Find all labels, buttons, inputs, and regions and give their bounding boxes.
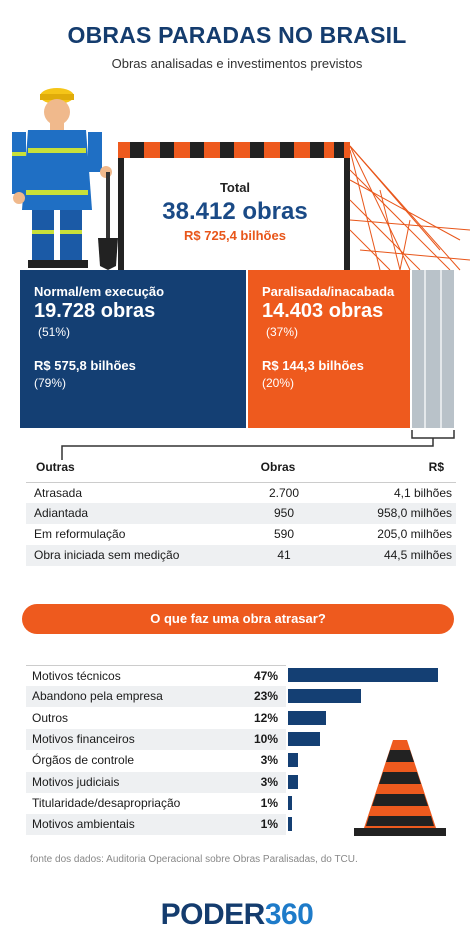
worker-icon: [12, 88, 112, 268]
shovel-icon: [98, 172, 118, 270]
chart-bar: [288, 795, 292, 810]
normal-value: R$ 575,8 bilhões: [34, 358, 136, 373]
chart-row: Motivos técnicos 47%: [26, 665, 286, 686]
row-obras: 950: [273, 506, 295, 520]
chart-category-label: Motivos judiciais: [32, 774, 120, 789]
row-label: Atrasada: [34, 486, 83, 500]
table-row: Em reformulação 590 205,0 milhões: [26, 524, 456, 545]
row-value: 205,0 milhões: [377, 527, 452, 541]
net-icon: [349, 145, 471, 271]
chart-category-label: Motivos financeiros: [32, 731, 135, 746]
row-obras: 2.700: [268, 486, 300, 500]
page-title: OBRAS PARADAS NO BRASIL: [67, 22, 407, 48]
row-label: Adiantada: [34, 506, 89, 520]
chart-bar: [288, 689, 362, 704]
total-label: Total: [219, 180, 251, 195]
chart-row: Outros 12%: [26, 708, 286, 729]
outras-block: [412, 270, 454, 428]
table-header-obras: Obras: [260, 460, 296, 474]
source-note: fonte dos dados: Auditoria Operacional s…: [30, 854, 358, 865]
normal-obras: 19.728 obras: [34, 300, 156, 322]
chart-category-label: Titularidade/desapropriação: [32, 795, 181, 810]
total-value: R$ 725,4 bilhões: [184, 228, 286, 243]
chart-value-label: 10%: [253, 731, 278, 746]
chart-value-label: 1%: [260, 795, 278, 810]
parada-pct: (37%): [266, 325, 299, 339]
chart-bar: [288, 753, 298, 768]
parada-block: Paralisada/inacabada 14.403 obras (37%) …: [248, 270, 410, 428]
bracket-connector: [61, 430, 455, 460]
poder360-logo: PODER360: [0, 898, 474, 932]
chart-category-label: Motivos ambientais: [32, 817, 135, 832]
chart-bar: [288, 731, 320, 746]
chart-value-label: 23%: [253, 689, 278, 704]
chart-value-label: 12%: [253, 710, 278, 725]
chart-bar: [288, 710, 327, 725]
worker-barrier-illustration: [12, 88, 471, 271]
chart-row: Abandono pela empresa 23%: [26, 686, 286, 708]
table-row: Atrasada 2.700 4,1 bilhões: [26, 482, 456, 503]
chart-value-label: 1%: [260, 817, 278, 832]
chart-category-label: Abandono pela empresa: [32, 689, 163, 704]
logo-part2: 360: [264, 898, 314, 931]
chart-row: Órgãos de controle 3%: [26, 750, 286, 771]
barrier-icon: [118, 142, 350, 270]
normal-block: Normal/em execução 19.728 obras (51%) R$…: [20, 270, 246, 428]
row-obras: 41: [277, 548, 291, 562]
table-header-rs: R$: [428, 460, 444, 474]
row-value: 958,0 milhões: [377, 506, 452, 520]
row-obras: 590: [273, 527, 295, 541]
chart-bar: [288, 668, 438, 682]
table-row: Obra iniciada sem medição 41 44,5 milhõe…: [26, 545, 456, 566]
chart-row: Titularidade/desapropriação 1%: [26, 793, 286, 814]
parada-obras: 14.403 obras: [262, 300, 384, 322]
row-label: Obra iniciada sem medição: [34, 548, 180, 562]
chart-value-label: 47%: [253, 669, 278, 683]
chart-row: Motivos ambientais 1%: [26, 814, 286, 836]
chart-category-label: Outros: [32, 710, 69, 725]
logo-part1: PODER: [160, 898, 266, 931]
traffic-cone-icon: [354, 740, 446, 836]
chart-row: Motivos judiciais 3%: [26, 771, 286, 793]
parada-label: Paralisada/inacabada: [262, 284, 395, 299]
parada-value: R$ 144,3 bilhões: [262, 358, 364, 373]
chart-category-label: Motivos técnicos: [32, 669, 121, 683]
row-value: 4,1 bilhões: [393, 486, 452, 500]
chart-category-label: Órgãos de controle: [32, 753, 135, 768]
page-subtitle: Obras analisadas e investimentos previst…: [111, 56, 363, 71]
chart-value-label: 3%: [260, 774, 278, 789]
table-row: Adiantada 950 958,0 milhões: [26, 503, 456, 524]
normal-pct: (51%): [38, 325, 71, 339]
row-label: Em reformulação: [34, 527, 126, 541]
normal-label: Normal/em execução: [34, 284, 165, 299]
chart-value-label: 3%: [260, 753, 278, 768]
chart-bar: [288, 817, 292, 832]
normal-value-pct: (79%): [34, 376, 67, 390]
table-header-outras: Outras: [36, 460, 75, 474]
row-value: 44,5 milhões: [383, 548, 452, 562]
question-banner: O que faz uma obra atrasar?: [22, 604, 454, 634]
parada-value-pct: (20%): [262, 376, 295, 390]
total-obras: 38.412 obras: [162, 198, 308, 225]
chart-bar: [288, 774, 298, 789]
chart-row: Motivos financeiros 10%: [26, 728, 286, 750]
